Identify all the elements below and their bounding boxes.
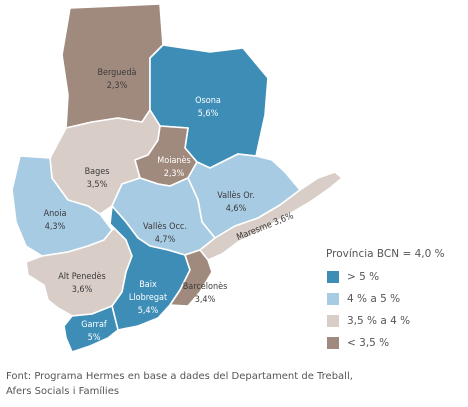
legend-label-35to4: 3,5 % a 4 %	[347, 315, 411, 327]
legend-label-gt5: > 5 %	[347, 271, 380, 283]
label-barcelones-value: 3,4%	[195, 295, 216, 305]
label-osona-name: Osona	[195, 96, 221, 106]
label-alt-penedes-name: Alt Penedès	[58, 271, 106, 282]
label-anoia: Anoia 4,3%	[44, 209, 67, 232]
legend-swatch-35to4	[327, 315, 339, 327]
label-bergueda-name: Berguedà	[97, 68, 136, 78]
region-garraf	[63, 305, 119, 353]
label-valles-or-value: 4,6%	[226, 204, 247, 214]
legend-item-lt35: < 3,5 %	[326, 332, 466, 354]
label-barcelones: Barcelonès 3,4%	[183, 281, 228, 305]
label-valles-or-name: Vallès Or.	[217, 190, 255, 201]
label-garraf: Garraf 5%	[81, 320, 107, 343]
legend-swatch-gt5	[327, 271, 339, 283]
label-anoia-name: Anoia	[44, 209, 67, 219]
label-bergueda-value: 2,3%	[107, 81, 128, 91]
label-valles-occ-name: Vallès Occ.	[143, 221, 187, 232]
label-baix-llobregat: Baix Llobregat 5,4%	[129, 280, 167, 316]
source-line-1: Font: Programa Hermes en base a dades de…	[6, 371, 353, 382]
source-line-2: Afers Socials i Famílies	[6, 386, 120, 397]
label-valles-occ: Vallès Occ. 4,7%	[143, 221, 187, 245]
label-baix-llobregat-name-1: Baix	[139, 280, 157, 290]
legend-swatch-4to5	[327, 293, 339, 305]
legend-label-lt35: < 3,5 %	[347, 337, 390, 349]
legend-label-4to5: 4 % a 5 %	[347, 293, 401, 305]
legend-item-4to5: 4 % a 5 %	[326, 288, 466, 310]
legend-swatch-lt35	[327, 337, 339, 349]
label-valles-or: Vallès Or. 4,6%	[217, 190, 255, 214]
label-osona-value: 5,6%	[198, 109, 219, 119]
label-bages-name: Bages	[85, 167, 110, 177]
label-baix-llobregat-value: 5,4%	[138, 306, 159, 316]
label-baix-llobregat-name-2: Llobregat	[129, 293, 167, 303]
legend: Província BCN = 4,0 % > 5 % 4 % a 5 % 3,…	[326, 248, 466, 354]
label-moianes-name: Moianès	[157, 155, 191, 166]
label-alt-penedes-value: 3,6%	[72, 285, 93, 295]
label-bages: Bages 3,5%	[85, 167, 110, 190]
label-alt-penedes: Alt Penedès 3,6%	[58, 271, 106, 295]
region-baix-llobregat	[109, 205, 191, 331]
label-moianes: Moianès 2,3%	[157, 155, 191, 179]
source-note: Font: Programa Hermes en base a dades de…	[6, 369, 353, 399]
label-bages-value: 3,5%	[87, 180, 108, 190]
label-valles-occ-value: 4,7%	[155, 235, 176, 245]
region-bergueda	[61, 3, 164, 129]
label-anoia-value: 4,3%	[45, 222, 66, 232]
label-garraf-name: Garraf	[81, 320, 107, 330]
legend-title: Província BCN = 4,0 %	[326, 248, 445, 260]
label-bergueda: Berguedà 2,3%	[97, 68, 136, 91]
region-barcelones	[169, 249, 213, 307]
legend-item-gt5: > 5 %	[326, 266, 466, 288]
label-moianes-value: 2,3%	[164, 169, 185, 179]
label-garraf-value: 5%	[88, 333, 101, 343]
legend-item-35to4: 3,5 % a 4 %	[326, 310, 466, 332]
region-maresme	[199, 171, 343, 261]
label-osona: Osona 5,6%	[195, 96, 221, 119]
comarques-map: Berguedà 2,3% Osona 5,6% Bages 3,5% Moia…	[11, 3, 343, 353]
label-barcelones-name: Barcelonès	[183, 281, 228, 292]
